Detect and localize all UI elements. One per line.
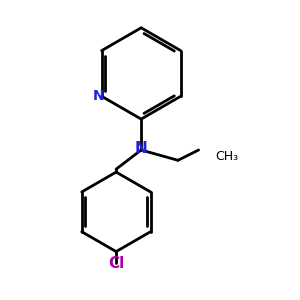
Text: N: N (135, 141, 148, 156)
Text: CH₃: CH₃ (215, 150, 238, 163)
Text: N: N (93, 89, 104, 103)
Text: Cl: Cl (108, 256, 124, 271)
